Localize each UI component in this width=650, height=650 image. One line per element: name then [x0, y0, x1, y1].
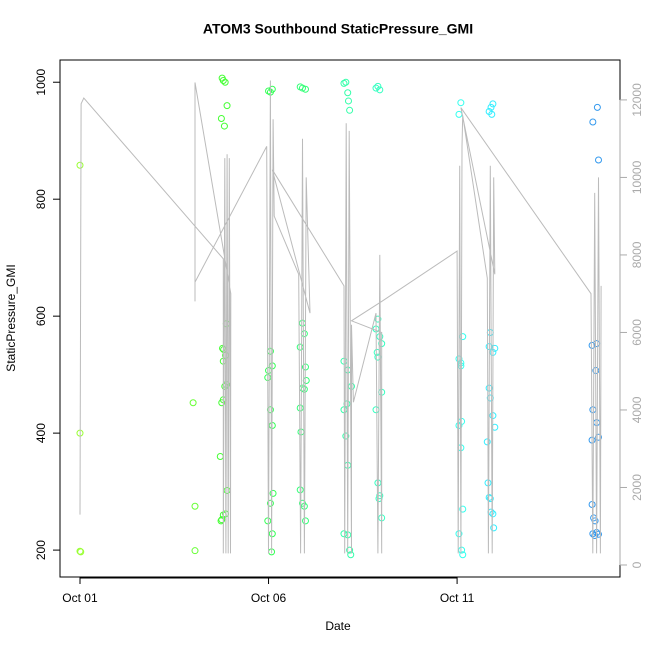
point [489, 510, 497, 518]
point [455, 530, 463, 538]
y-tick-label: 400 [34, 423, 48, 443]
point [344, 97, 352, 105]
point [459, 505, 467, 513]
point [593, 103, 601, 111]
point [342, 432, 350, 440]
point [490, 524, 498, 532]
y-axis-label: StaticPressure_GMI [4, 264, 18, 371]
x-tick-label: Oct 11 [440, 591, 475, 605]
point [300, 330, 308, 338]
point [221, 78, 229, 86]
x-axis-label: Date [325, 619, 351, 633]
point [593, 419, 601, 427]
point [340, 79, 348, 87]
point [347, 551, 355, 559]
y2-tick-label: 2000 [630, 474, 644, 501]
point [218, 399, 226, 407]
point [223, 486, 231, 494]
y2-tick-label: 0 [630, 561, 644, 568]
point [489, 100, 497, 108]
point [455, 110, 463, 118]
point [301, 517, 309, 525]
point [300, 385, 308, 393]
y2-tick-label: 8000 [630, 241, 644, 268]
point [372, 406, 380, 414]
point [589, 406, 597, 414]
y2-tick-label: 10000 [630, 160, 644, 194]
point [76, 547, 84, 555]
point [220, 122, 228, 130]
point [218, 516, 226, 524]
point [219, 76, 227, 84]
point [486, 329, 494, 337]
point [269, 489, 277, 497]
plot-frame [59, 59, 621, 578]
point [457, 99, 465, 107]
point [76, 161, 84, 169]
point [488, 110, 496, 118]
point [486, 495, 494, 503]
point [298, 84, 306, 92]
point [346, 546, 354, 554]
point [77, 548, 85, 556]
point [340, 530, 348, 538]
point [217, 114, 225, 122]
point [491, 344, 499, 352]
point [459, 551, 467, 559]
point [298, 319, 306, 327]
point [296, 404, 304, 412]
altitude-line [79, 80, 602, 554]
point [265, 87, 273, 95]
point [591, 531, 599, 539]
y2-tick-label: 12000 [630, 83, 644, 117]
y-tick-label: 1000 [34, 69, 48, 96]
y2-tick-label: 4000 [630, 396, 644, 423]
point [302, 376, 310, 384]
x-tick-label: Oct 01 [62, 591, 98, 605]
point [268, 85, 276, 93]
point [376, 492, 384, 500]
chart-title: ATOM3 Southbound StaticPressure_GMI [203, 21, 473, 37]
point [374, 82, 382, 90]
point [376, 86, 384, 94]
point [483, 438, 491, 446]
y-tick-label: 800 [34, 189, 48, 209]
point [223, 102, 231, 110]
point [216, 453, 224, 461]
x-tick-label: Oct 06 [251, 591, 287, 605]
point [191, 502, 199, 510]
point [344, 89, 352, 97]
point [342, 78, 350, 86]
point [191, 547, 199, 555]
point [189, 399, 197, 407]
y-tick-label: 600 [34, 306, 48, 326]
point [372, 84, 380, 92]
point [296, 343, 304, 351]
y2-tick-label: 6000 [630, 319, 644, 346]
point [487, 103, 495, 111]
point [268, 530, 276, 538]
point [595, 156, 603, 164]
point [217, 517, 225, 525]
y-tick-label: 200 [34, 540, 48, 560]
point [595, 530, 603, 538]
point [589, 118, 597, 126]
point [346, 106, 354, 114]
point [266, 499, 274, 507]
point [264, 517, 272, 525]
point [301, 85, 309, 93]
